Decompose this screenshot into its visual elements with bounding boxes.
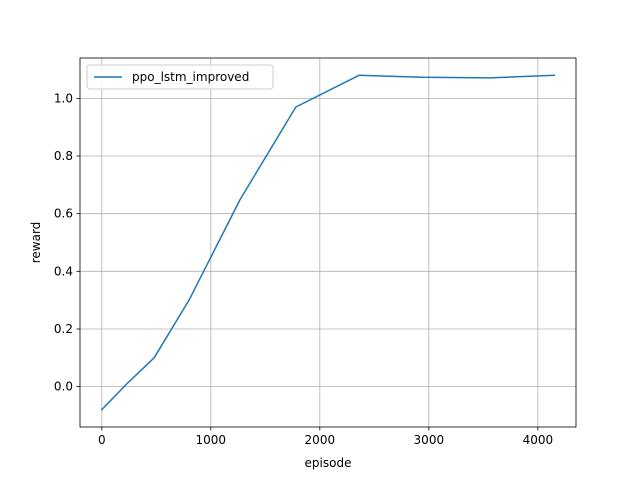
legend-label: ppo_lstm_improved <box>132 70 249 84</box>
legend-box <box>86 64 274 90</box>
plot-series <box>100 74 555 411</box>
series-line <box>100 74 555 411</box>
y-tick-label: 1.0 <box>54 91 73 105</box>
y-axis-label: reward <box>29 222 43 264</box>
x-tick-label: 0 <box>98 433 106 447</box>
grid-lines <box>80 58 576 427</box>
legend: ppo_lstm_improved <box>86 64 274 90</box>
x-tick-label: 1000 <box>196 433 227 447</box>
y-tick-label: 0.4 <box>54 264 73 278</box>
plot-frame <box>79 57 577 428</box>
x-tick-label: 3000 <box>414 433 445 447</box>
y-tick-label: 0.0 <box>54 380 73 394</box>
x-axis-label: episode <box>305 456 352 470</box>
y-tick-label: 0.6 <box>54 207 73 221</box>
y-axis-ticks: 0.0 0.2 0.4 0.6 0.8 1.0 <box>54 91 80 394</box>
y-tick-label: 0.2 <box>54 322 73 336</box>
x-axis-ticks: 0 1000 2000 3000 4000 <box>98 427 553 447</box>
x-tick-label: 2000 <box>305 433 336 447</box>
y-tick-label: 0.8 <box>54 149 73 163</box>
x-tick-label: 4000 <box>523 433 554 447</box>
